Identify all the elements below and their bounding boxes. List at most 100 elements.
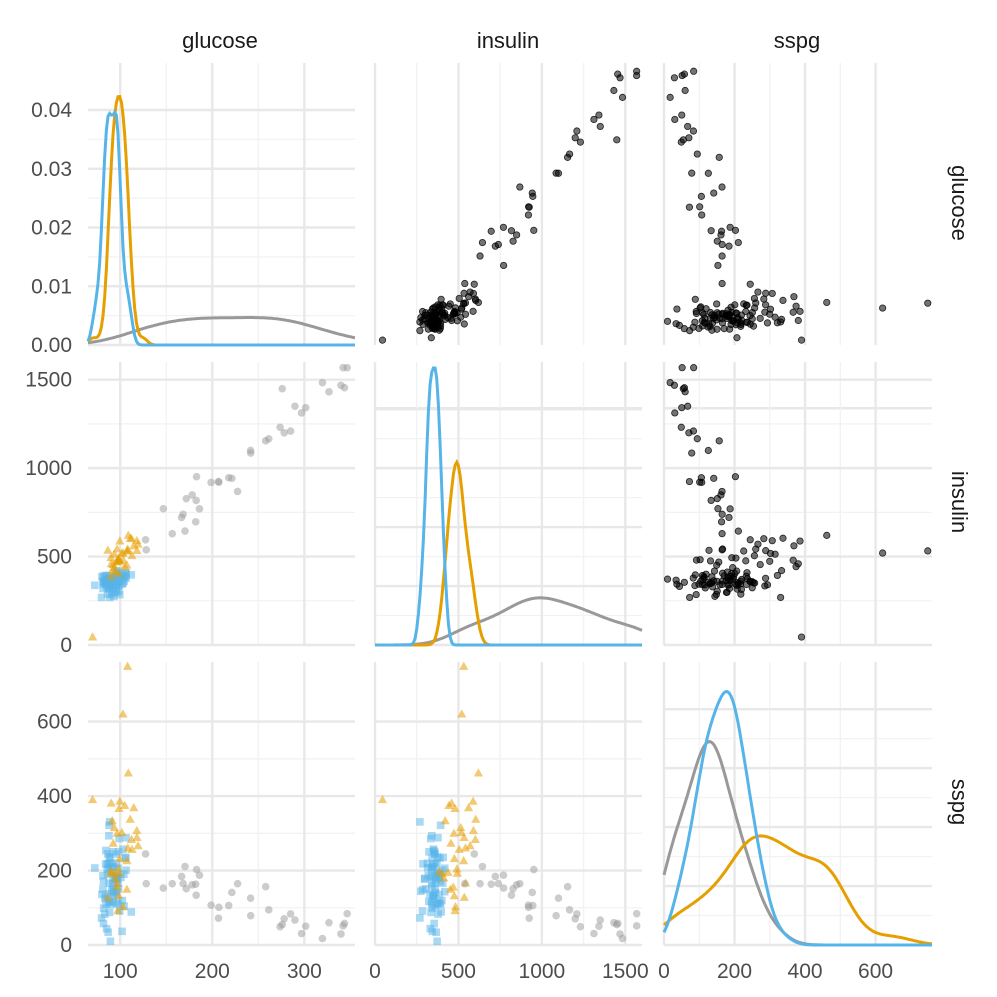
point	[509, 237, 517, 245]
point-chemical	[126, 834, 137, 843]
point-overt	[301, 403, 310, 412]
point-overt	[192, 865, 201, 874]
point-overt	[460, 879, 469, 888]
point	[714, 261, 722, 270]
point-overt	[224, 473, 233, 482]
point-chemical	[120, 800, 130, 809]
point-overt	[233, 879, 242, 888]
x-tick-label: 500	[441, 960, 476, 983]
point-overt	[297, 929, 306, 938]
point-normal	[423, 859, 432, 868]
point	[691, 295, 699, 303]
point-chemical	[122, 661, 133, 670]
point	[756, 560, 764, 569]
point-chemical	[471, 814, 481, 823]
point-chemical	[123, 843, 133, 852]
point-chemical	[448, 882, 458, 891]
point-chemical	[463, 803, 474, 812]
point	[701, 584, 709, 592]
point	[416, 327, 424, 335]
point-chemical	[449, 828, 459, 837]
density-chemical	[663, 834, 933, 946]
point	[713, 577, 721, 585]
point-normal	[112, 580, 121, 589]
point-chemical	[118, 548, 128, 557]
point	[731, 226, 740, 234]
point	[823, 298, 831, 307]
point-overt	[195, 871, 204, 879]
point-chemical	[120, 561, 130, 571]
point	[684, 122, 692, 131]
point	[470, 280, 478, 288]
point	[740, 547, 748, 555]
point-chemical	[439, 873, 449, 882]
point	[715, 310, 723, 318]
panel-glucose-insulin	[373, 63, 642, 410]
point	[761, 582, 769, 590]
point-normal	[429, 890, 438, 899]
point	[670, 381, 679, 389]
point-overt	[159, 504, 168, 513]
point-chemical	[377, 794, 388, 804]
point	[768, 537, 776, 545]
point	[702, 570, 710, 578]
point-normal	[97, 593, 106, 602]
point-overt	[191, 518, 200, 526]
point	[685, 429, 693, 437]
point	[513, 231, 521, 239]
x-tick-label: 600	[858, 960, 893, 983]
point-normal	[91, 581, 99, 590]
point-chemical	[88, 794, 98, 804]
point-normal	[431, 885, 439, 893]
y-tick-label: 0	[60, 634, 72, 657]
point	[777, 315, 786, 323]
point	[524, 211, 533, 219]
y-tick-label: 0.00	[31, 334, 72, 357]
point	[729, 564, 737, 572]
point	[680, 578, 688, 586]
point-normal	[101, 860, 110, 868]
point-normal	[99, 885, 107, 893]
point	[466, 288, 474, 296]
point	[378, 336, 387, 344]
point-normal	[112, 850, 120, 858]
point	[752, 299, 760, 307]
x-tick-label: 200	[717, 960, 752, 983]
point-overt	[168, 879, 177, 888]
point-overt	[343, 909, 351, 918]
point-overt	[214, 914, 223, 922]
point	[476, 252, 484, 260]
point-overt	[478, 862, 487, 871]
point	[610, 86, 618, 95]
y-tick-label: 200	[37, 860, 72, 883]
x-tick-label: 100	[103, 960, 138, 983]
point-normal	[428, 854, 436, 862]
point	[697, 577, 705, 585]
point-overt	[499, 884, 508, 892]
point	[717, 227, 726, 235]
point	[685, 477, 694, 486]
x-tick-label: 200	[195, 960, 230, 983]
point	[666, 93, 674, 101]
point-chemical	[122, 884, 132, 893]
point-chemical	[444, 800, 454, 809]
point	[756, 314, 764, 322]
point-overt	[246, 894, 255, 902]
point	[746, 311, 754, 320]
point-normal	[121, 853, 130, 862]
point	[449, 310, 457, 318]
point-chemical	[133, 539, 143, 548]
point-chemical	[440, 816, 450, 825]
point-normal	[112, 887, 120, 896]
point-normal	[106, 593, 114, 602]
point-normal	[101, 910, 109, 918]
point-overt	[286, 910, 295, 918]
point-normal	[438, 896, 446, 905]
point-normal	[122, 833, 130, 842]
strip-col-glucose: glucose	[182, 28, 258, 53]
point	[743, 569, 751, 577]
y-tick-label: 0.01	[31, 275, 72, 298]
point-normal	[118, 570, 127, 578]
point	[499, 223, 508, 231]
point-normal	[416, 914, 424, 922]
